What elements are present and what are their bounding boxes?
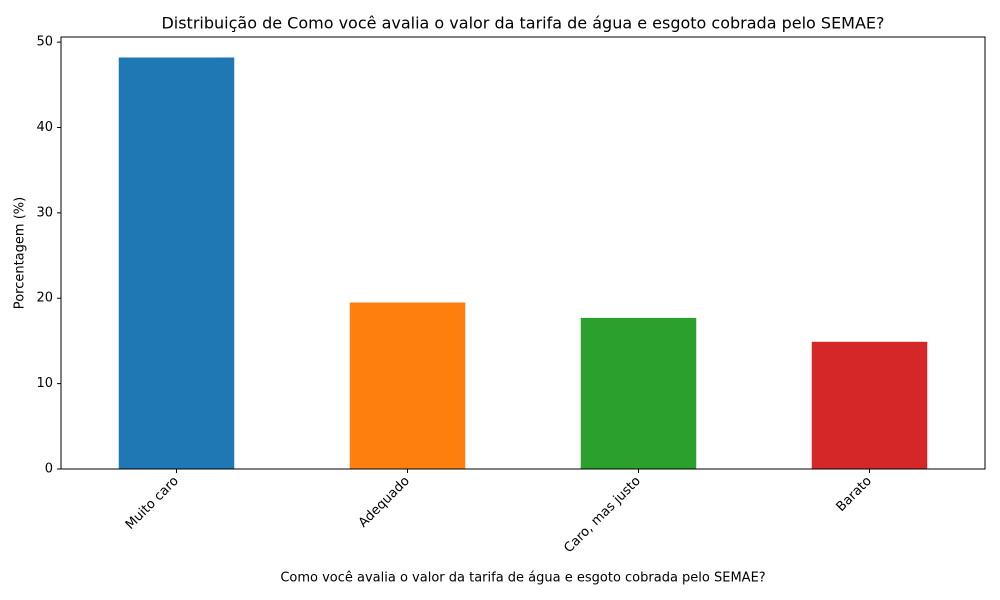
y-tick-label: 40 (36, 120, 53, 135)
x-tick-label: Caro, mas justo (561, 474, 643, 556)
x-tick-label: Adequado (356, 474, 413, 531)
chart-title: Distribuição de Como você avalia o valor… (161, 14, 884, 33)
bar (118, 57, 235, 470)
plot-frame (60, 36, 986, 470)
x-tick-label: Muito caro (123, 474, 182, 533)
x-axis-label: Como você avalia o valor da tarifa de ág… (280, 571, 765, 586)
y-tick-label: 10 (36, 376, 53, 391)
y-tick-label: 0 (45, 462, 53, 477)
y-tick-label: 20 (36, 291, 53, 306)
y-tick-label: 30 (36, 205, 53, 220)
y-tick-label: 50 (36, 35, 53, 50)
bar (349, 302, 466, 469)
x-tick-label: Barato (834, 474, 875, 515)
y-axis-label: Porcentagem (%) (13, 197, 28, 309)
bar (811, 341, 928, 469)
bar (580, 317, 697, 469)
